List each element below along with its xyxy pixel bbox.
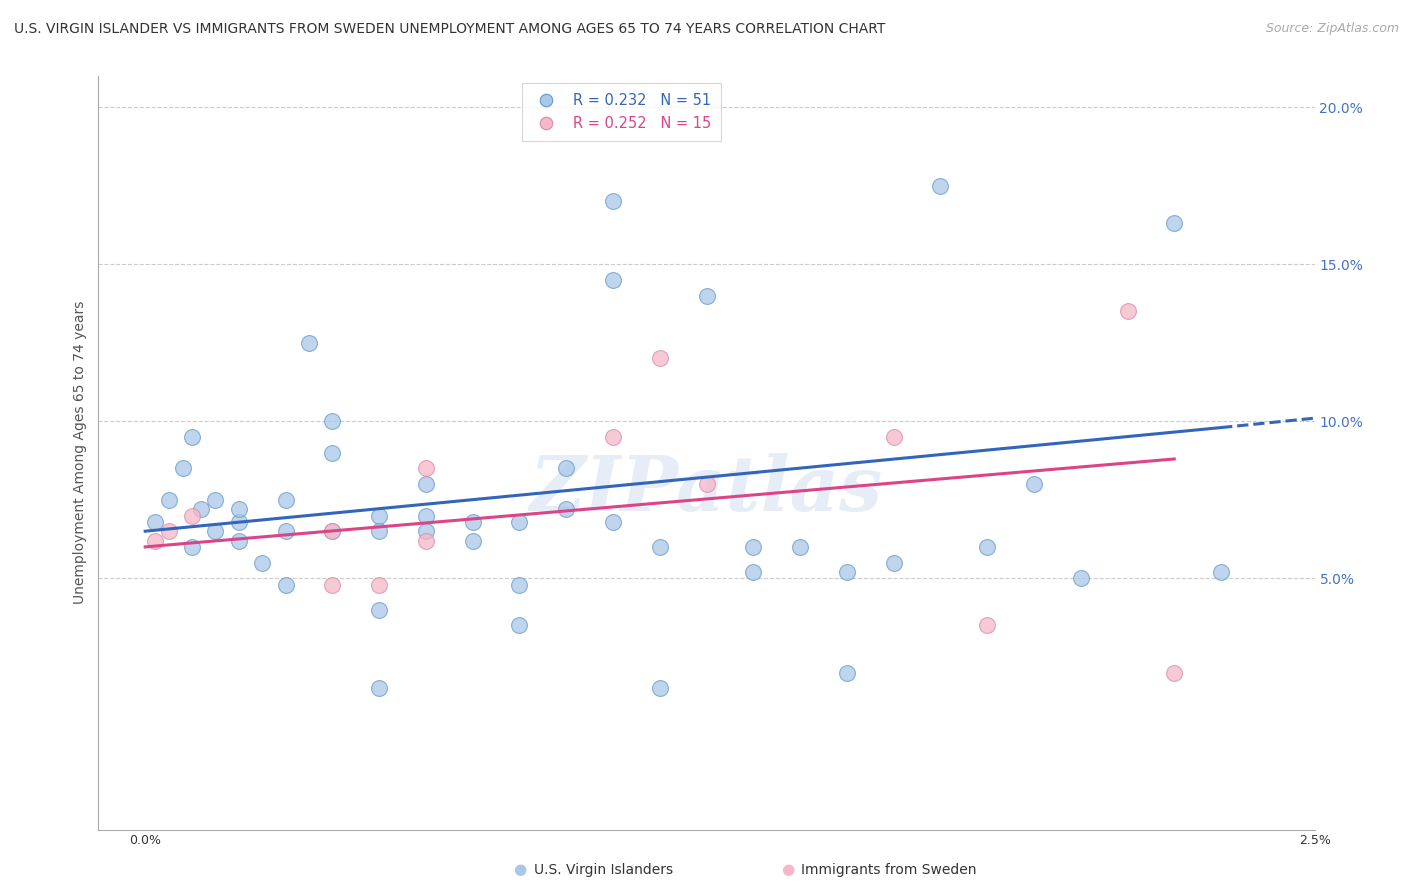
Point: [157, 492, 180, 507]
Point: [648, 351, 671, 366]
Point: [274, 492, 297, 507]
Point: [228, 533, 250, 548]
Point: [648, 540, 671, 554]
Point: [368, 524, 391, 539]
Point: [508, 515, 530, 529]
Point: [835, 565, 858, 579]
Point: [883, 556, 905, 570]
Point: [789, 540, 811, 554]
Point: [143, 533, 166, 548]
Point: [228, 515, 250, 529]
Point: [976, 540, 998, 554]
Point: [1163, 216, 1185, 230]
Point: [321, 524, 343, 539]
Point: [555, 461, 578, 475]
Text: ●: ●: [513, 863, 527, 877]
Point: [274, 577, 297, 591]
Point: [415, 461, 437, 475]
Point: [555, 502, 578, 516]
Point: [461, 515, 484, 529]
Point: [742, 565, 765, 579]
Point: [368, 508, 391, 523]
Point: [415, 508, 437, 523]
Point: [228, 502, 250, 516]
Point: [368, 603, 391, 617]
Point: [976, 618, 998, 632]
Text: Immigrants from Sweden: Immigrants from Sweden: [801, 863, 977, 877]
Point: [415, 524, 437, 539]
Point: [696, 288, 718, 302]
Point: [696, 477, 718, 491]
Point: [204, 524, 226, 539]
Text: ●: ●: [780, 863, 794, 877]
Point: [602, 273, 624, 287]
Point: [1163, 665, 1185, 680]
Point: [321, 445, 343, 460]
Point: [143, 515, 166, 529]
Point: [602, 430, 624, 444]
Point: [181, 430, 204, 444]
Point: [1209, 565, 1232, 579]
Point: [172, 461, 194, 475]
Y-axis label: Unemployment Among Ages 65 to 74 years: Unemployment Among Ages 65 to 74 years: [73, 301, 87, 605]
Point: [274, 524, 297, 539]
Point: [181, 508, 204, 523]
Point: [368, 681, 391, 696]
Point: [321, 414, 343, 428]
Point: [742, 540, 765, 554]
Point: [1070, 571, 1092, 585]
Point: [883, 430, 905, 444]
Point: [461, 533, 484, 548]
Point: [929, 178, 952, 193]
Point: [250, 556, 273, 570]
Point: [321, 524, 343, 539]
Point: [508, 577, 530, 591]
Point: [368, 577, 391, 591]
Text: ZIPatlas: ZIPatlas: [530, 453, 883, 527]
Point: [648, 681, 671, 696]
Text: U.S. Virgin Islanders: U.S. Virgin Islanders: [534, 863, 673, 877]
Point: [835, 665, 858, 680]
Point: [602, 515, 624, 529]
Point: [1116, 304, 1139, 318]
Point: [181, 540, 204, 554]
Point: [190, 502, 212, 516]
Point: [157, 524, 180, 539]
Legend: R = 0.232   N = 51, R = 0.252   N = 15: R = 0.232 N = 51, R = 0.252 N = 15: [522, 83, 721, 141]
Point: [298, 335, 321, 350]
Point: [321, 577, 343, 591]
Point: [415, 477, 437, 491]
Point: [602, 194, 624, 209]
Point: [508, 618, 530, 632]
Point: [1022, 477, 1045, 491]
Point: [415, 533, 437, 548]
Text: Source: ZipAtlas.com: Source: ZipAtlas.com: [1265, 22, 1399, 36]
Point: [204, 492, 226, 507]
Text: U.S. VIRGIN ISLANDER VS IMMIGRANTS FROM SWEDEN UNEMPLOYMENT AMONG AGES 65 TO 74 : U.S. VIRGIN ISLANDER VS IMMIGRANTS FROM …: [14, 22, 886, 37]
